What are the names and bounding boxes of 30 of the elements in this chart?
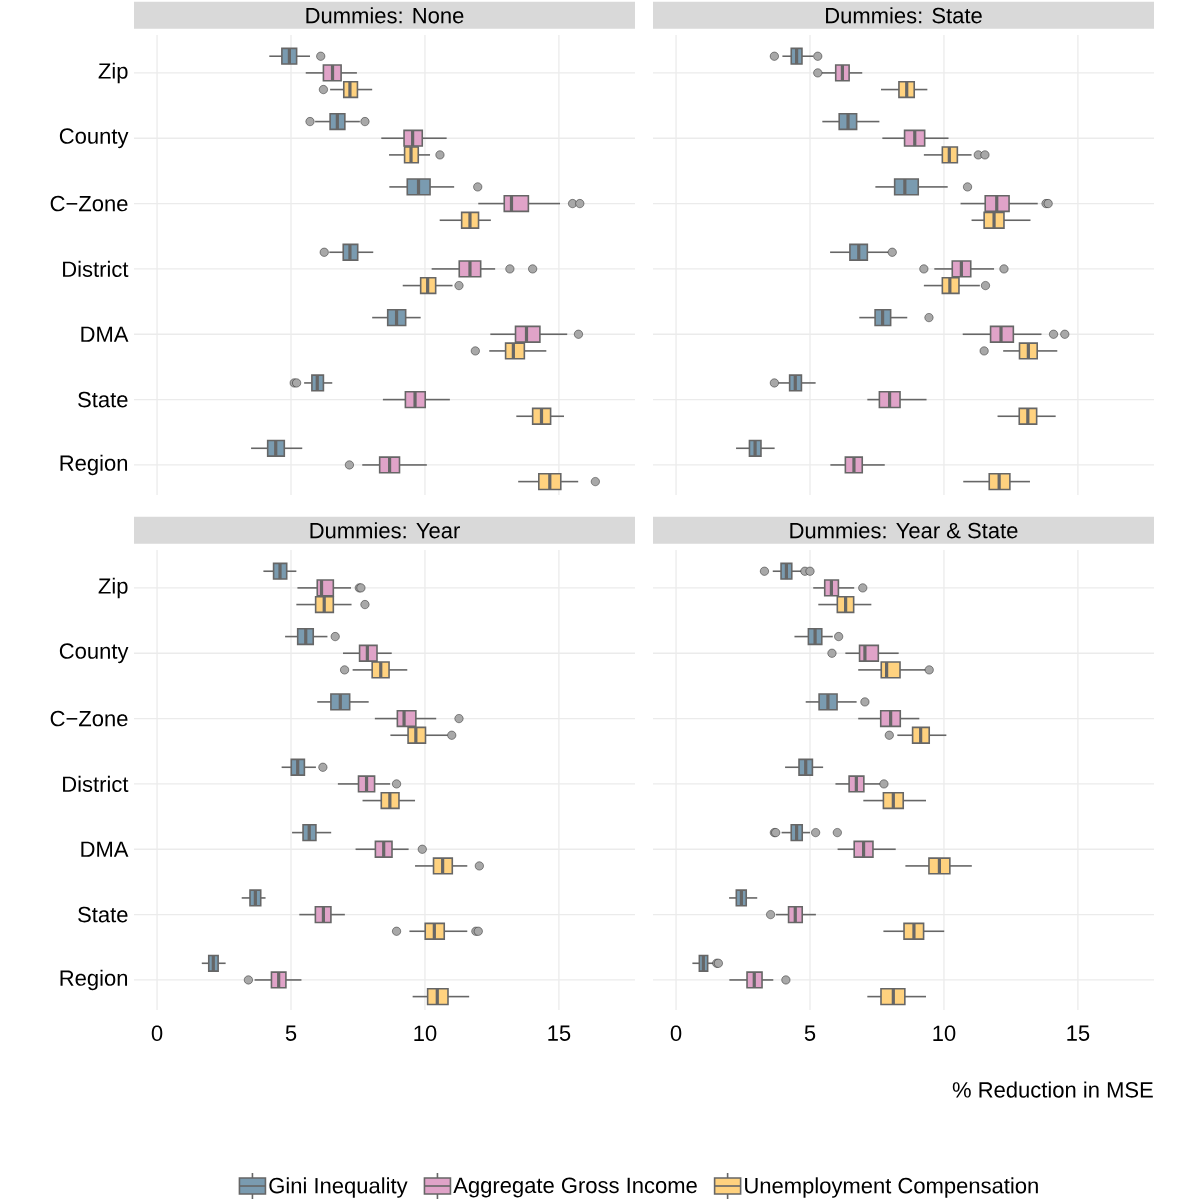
x-tick-label: 5	[285, 1025, 297, 1041]
chart-title: Dummies: Year	[310, 522, 460, 539]
y-tick-label: DMA	[81, 326, 129, 342]
x-tick-label: 10	[414, 1025, 437, 1042]
y-tick-label: District	[63, 775, 129, 792]
y-tick-label: DMA	[81, 841, 129, 857]
y-tick-label: Zip	[98, 62, 128, 84]
legend-label: Unemployment Compensation	[745, 1177, 1038, 1198]
y-tick-label: District	[63, 260, 129, 277]
x-tick-label: 0	[670, 1025, 682, 1042]
y-tick-label: C−Zone	[50, 710, 128, 727]
x-tick-label: 15	[1067, 1025, 1090, 1041]
y-tick-label: State	[78, 391, 128, 408]
legend-label: Aggregate Gross Income	[453, 1177, 697, 1198]
y-tick-label: State	[78, 906, 128, 923]
chart-title: Dummies: None	[306, 7, 464, 24]
x-tick-label: 10	[933, 1025, 956, 1042]
y-tick-label: County	[59, 128, 129, 149]
x-tick-label: 15	[548, 1025, 571, 1041]
chart-title: Dummies: Year & State	[790, 522, 1018, 539]
x-axis-title: % Reduction in MSE	[952, 1081, 1153, 1098]
chart-title: Dummies: State	[826, 7, 982, 24]
y-tick-label: C−Zone	[50, 195, 128, 212]
y-tick-label: Zip	[98, 577, 128, 599]
y-tick-label: County	[59, 643, 129, 664]
x-tick-label: 0	[151, 1025, 163, 1042]
y-tick-label: Region	[60, 969, 128, 991]
legend-label: Gini Inequality	[269, 1177, 408, 1198]
y-tick-label: Region	[60, 454, 128, 476]
x-tick-label: 5	[804, 1025, 816, 1041]
